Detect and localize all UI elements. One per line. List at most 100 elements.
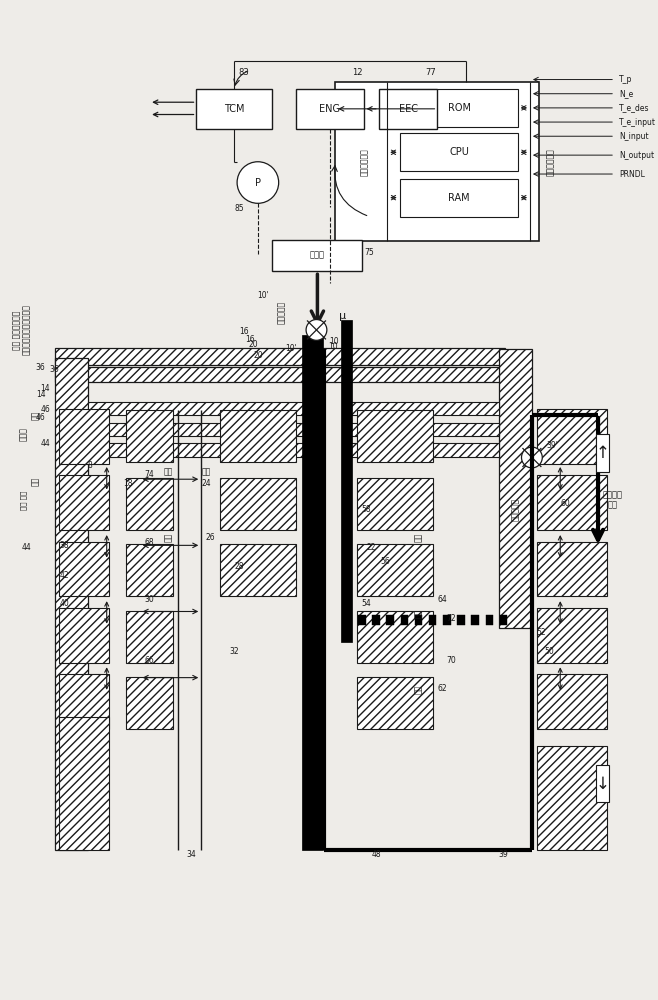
Bar	[357, 611, 433, 663]
Text: 20: 20	[253, 351, 263, 360]
Circle shape	[306, 320, 327, 340]
Text: 接合: 接合	[32, 410, 40, 420]
Text: ↑: ↑	[595, 444, 610, 462]
Bar	[596, 765, 609, 802]
Text: P: P	[255, 178, 261, 188]
Text: 第一: 第一	[414, 684, 423, 694]
Text: 第五: 第五	[414, 609, 423, 618]
Bar	[399, 89, 518, 127]
Bar	[59, 475, 109, 530]
Bar	[537, 746, 607, 850]
Text: 输出信号调节: 输出信号调节	[360, 148, 369, 176]
Text: ↓: ↓	[595, 774, 610, 792]
Text: 77: 77	[426, 68, 436, 77]
Text: 36: 36	[36, 363, 45, 372]
Bar	[341, 320, 353, 642]
Text: 38: 38	[59, 541, 69, 550]
Text: 10: 10	[329, 337, 338, 346]
Bar	[399, 133, 518, 171]
Text: 39: 39	[499, 850, 509, 859]
Text: 52: 52	[536, 628, 546, 637]
Bar	[457, 615, 465, 625]
Bar	[537, 608, 607, 663]
Text: 60: 60	[560, 499, 570, 508]
Text: 扭矩传感器: 扭矩传感器	[277, 301, 286, 324]
Bar	[272, 240, 362, 271]
Text: 8: 8	[88, 461, 92, 470]
Bar	[537, 409, 607, 464]
Text: 50: 50	[544, 647, 554, 656]
Bar	[399, 179, 518, 217]
Bar	[347, 443, 499, 457]
Text: 62: 62	[438, 684, 447, 693]
Text: 第一档: 第一档	[19, 427, 28, 441]
Text: 40: 40	[59, 599, 69, 608]
Text: 第三: 第三	[164, 533, 172, 542]
Text: 16: 16	[239, 327, 249, 336]
Text: 39': 39'	[546, 441, 558, 450]
Bar	[415, 615, 422, 625]
Bar	[88, 423, 305, 436]
Bar	[499, 349, 532, 628]
Bar	[55, 358, 88, 850]
Bar	[486, 615, 493, 625]
Bar	[220, 544, 295, 596]
Text: N_e: N_e	[619, 89, 633, 98]
Text: 26: 26	[206, 533, 215, 542]
Text: μ: μ	[340, 311, 347, 321]
Bar	[59, 674, 109, 729]
Text: 36: 36	[50, 365, 60, 374]
Text: EEC: EEC	[399, 104, 418, 114]
Text: PRNDL: PRNDL	[619, 170, 645, 179]
Bar	[401, 615, 408, 625]
Text: 至车轮的
扭矩: 至车轮的 扭矩	[602, 490, 622, 510]
Text: 10': 10'	[285, 344, 297, 353]
Text: 12: 12	[352, 68, 363, 77]
Bar	[596, 434, 609, 472]
Bar	[302, 335, 323, 850]
Text: T_e_input: T_e_input	[619, 118, 656, 127]
Text: 42: 42	[59, 571, 69, 580]
Text: 83: 83	[238, 68, 249, 77]
Bar	[197, 89, 272, 129]
Bar	[88, 443, 305, 457]
Bar	[347, 402, 499, 415]
Bar	[88, 402, 305, 415]
Text: 22: 22	[367, 543, 376, 552]
Text: 10': 10'	[257, 291, 268, 300]
Bar	[59, 542, 109, 596]
Text: 接合: 接合	[32, 476, 40, 486]
Text: 85: 85	[234, 204, 244, 213]
Text: 54: 54	[362, 599, 371, 608]
Text: 16: 16	[245, 335, 255, 344]
Bar	[55, 348, 505, 365]
Bar	[59, 717, 109, 850]
Text: 第四: 第四	[163, 467, 173, 476]
Bar	[386, 615, 394, 625]
Bar	[59, 409, 109, 464]
Bar	[358, 615, 366, 625]
Text: 72: 72	[447, 614, 457, 623]
Text: 46: 46	[40, 405, 50, 414]
Text: 44: 44	[40, 439, 50, 448]
Text: 28: 28	[234, 562, 243, 571]
Text: 倒档: 倒档	[201, 467, 211, 476]
Bar	[295, 89, 364, 129]
Text: 44: 44	[22, 543, 32, 552]
Text: CPU: CPU	[449, 147, 469, 157]
Bar	[126, 677, 173, 729]
Text: TCM: TCM	[224, 104, 245, 114]
Text: 10: 10	[328, 342, 338, 351]
Text: 20: 20	[248, 340, 258, 349]
Bar	[372, 615, 380, 625]
Text: ENG: ENG	[319, 104, 340, 114]
Text: N_input: N_input	[619, 132, 648, 141]
Text: 34: 34	[187, 850, 197, 859]
Text: 64: 64	[438, 595, 447, 604]
Text: 58: 58	[362, 505, 371, 514]
Circle shape	[522, 447, 542, 468]
Text: 14: 14	[41, 384, 50, 393]
Bar	[429, 615, 436, 625]
Text: 第六: 第六	[414, 533, 423, 542]
Text: 70: 70	[447, 656, 457, 665]
